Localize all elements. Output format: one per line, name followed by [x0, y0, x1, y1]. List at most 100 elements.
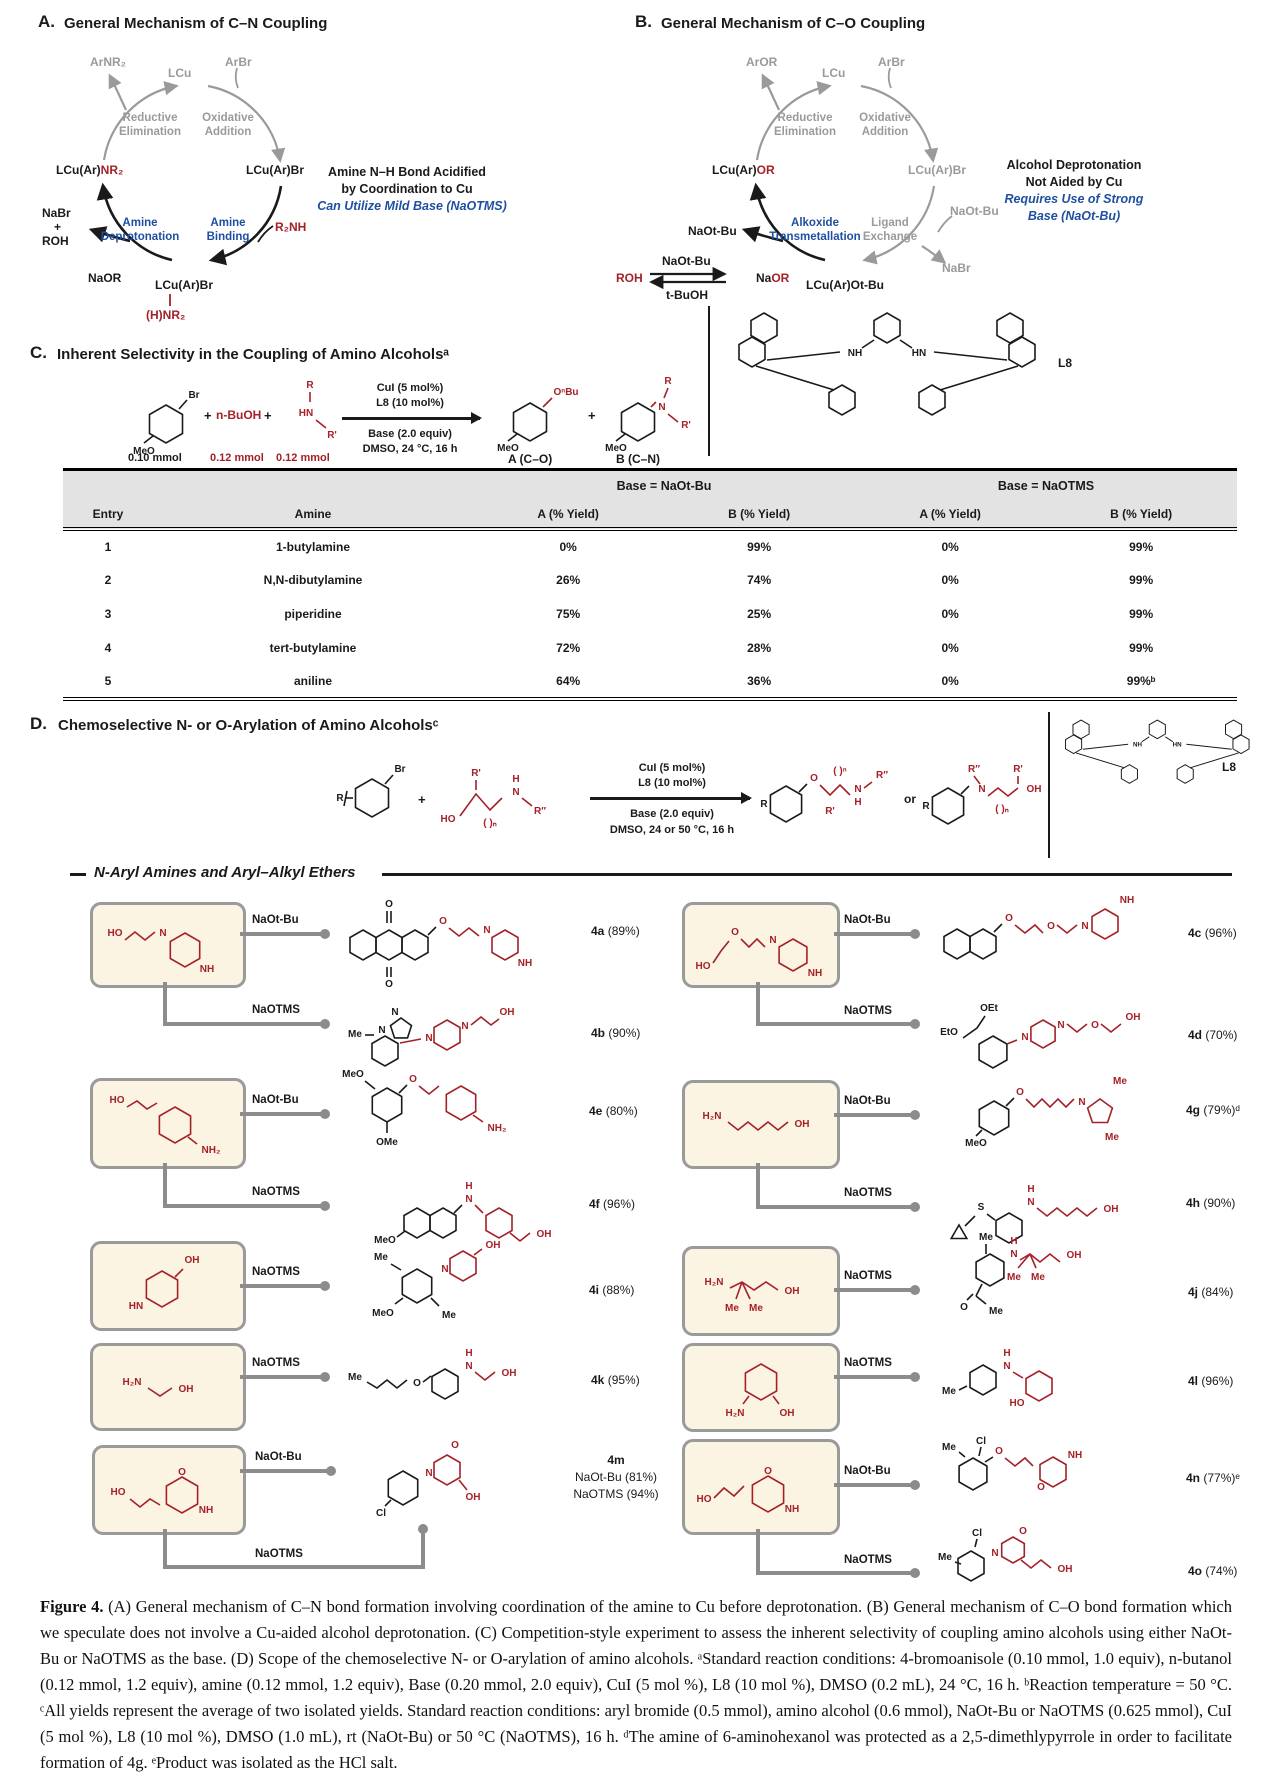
- step-amine-deprotonation: Amine Deprotonation: [100, 217, 180, 243]
- species-lcu: LCu: [168, 66, 192, 80]
- product-structure-4l: Me H N HO: [937, 1344, 1097, 1415]
- col-header-amine: Amine: [153, 501, 473, 531]
- connector-line: [163, 1565, 425, 1569]
- plus-sign: +: [204, 408, 212, 423]
- connector-line: [756, 1022, 914, 1026]
- product-structure-4i: Me MeO Me N OH: [361, 1238, 536, 1333]
- svg-text:Cl: Cl: [376, 1508, 386, 1519]
- svg-text:R″: R″: [968, 764, 980, 775]
- svg-text:N: N: [461, 1021, 468, 1032]
- product-a-label: A (C–O): [508, 452, 553, 466]
- group-header-naotbu: Base = NaOt-Bu: [616, 479, 712, 493]
- product-yield-4n: 4n (77%)ᵉ: [1186, 1471, 1240, 1485]
- product-yield-4m: 4m NaOt-Bu (81%) NaOTMS (94%): [573, 1453, 659, 1501]
- svg-text:R': R': [681, 420, 691, 431]
- product-b-structure: MeO R N R': [600, 372, 698, 457]
- step-alkoxide-transmetallation: Alkoxide Transmetallation: [769, 217, 861, 243]
- co-catalytic-cycle-arrows: [649, 67, 953, 290]
- base-label: NaOt-Bu: [252, 1094, 299, 1106]
- svg-text:O: O: [1019, 1526, 1027, 1537]
- cell-yield: 99%: [1129, 641, 1154, 655]
- product-structure-4d: OEt EtO N N O OH: [933, 998, 1148, 1083]
- svg-text:HO: HO: [697, 1494, 712, 1505]
- cell-yield: 25%: [747, 607, 772, 621]
- cell-amine: aniline: [153, 665, 473, 701]
- col-header-a-yield: A (% Yield): [854, 501, 1046, 531]
- byproduct-plus: +: [54, 220, 62, 234]
- svg-text:Me: Me: [1105, 1132, 1119, 1143]
- connector-dot: [910, 1202, 920, 1212]
- svg-text:O: O: [1005, 913, 1013, 924]
- plus-sign: +: [418, 792, 426, 807]
- svg-text:OH: OH: [179, 1384, 194, 1395]
- svg-text:O: O: [995, 1446, 1003, 1457]
- product-yield-4f: 4f (96%): [589, 1197, 636, 1211]
- product-yield-4o: 4o (74%): [1188, 1564, 1238, 1578]
- svg-text:R': R': [1013, 764, 1023, 775]
- svg-text:N: N: [854, 784, 861, 795]
- product-yield-4l: 4l (96%): [1188, 1374, 1234, 1388]
- svg-text:H₂N: H₂N: [705, 1277, 724, 1288]
- reagent-roh: ROH: [616, 271, 643, 285]
- svg-text:HN: HN: [912, 348, 926, 359]
- connector-dot: [320, 1019, 330, 1029]
- substrate-box-4j: H₂N OH Me Me: [682, 1246, 840, 1336]
- svg-text:S: S: [978, 1202, 985, 1213]
- connector-line: [240, 1375, 324, 1379]
- svg-text:OⁿBu: OⁿBu: [553, 387, 578, 398]
- svg-text:NH: NH: [1120, 895, 1134, 906]
- svg-text:O: O: [1037, 1482, 1045, 1493]
- cell-yield: 99%: [1129, 540, 1154, 554]
- table-row: 4 tert-butylamine 72% 28% 0% 99%: [63, 631, 1237, 665]
- species-arbr: ArBr: [225, 55, 252, 69]
- svg-text:H: H: [1027, 1184, 1034, 1195]
- product-structure-4e: MeO OMe O NH₂: [333, 1061, 543, 1156]
- condition-dmso: DMSO, 24 or 50 °C, 16 h: [609, 824, 735, 836]
- connector-line: [756, 982, 760, 1026]
- step-ligand-exchange: Ligand Exchange: [862, 217, 918, 243]
- svg-text:H₂N: H₂N: [703, 1111, 722, 1122]
- col-header-a-yield: A (% Yield): [473, 501, 664, 531]
- cell-yield: 99%: [1129, 607, 1154, 621]
- n-arylation-product-structure: R R″ N ( )ₙ R' OH: [922, 760, 1047, 841]
- note-alcohol-deprotonation: Alcohol Deprotonation: [1006, 158, 1142, 172]
- svg-text:Me: Me: [348, 1029, 362, 1040]
- svg-text:HO: HO: [1010, 1398, 1025, 1409]
- svg-text:N: N: [1057, 1020, 1064, 1031]
- svg-text:HN: HN: [299, 408, 313, 419]
- step-oxidative-addition: Oxidative Addition: [202, 112, 254, 138]
- svg-text:Me: Me: [749, 1303, 763, 1314]
- panel-d-title: Chemoselective N- or O-Arylation of Amin…: [58, 717, 439, 734]
- connector-line: [834, 1288, 914, 1292]
- base-label: NaOTMS: [252, 1186, 300, 1198]
- product-a-structure: OⁿBu MeO: [492, 372, 587, 457]
- substrate-structure: H₂N OH Me Me: [694, 1257, 828, 1326]
- connector-dot: [910, 1372, 920, 1382]
- connector-line: [163, 1163, 167, 1208]
- panel-c-title: Inherent Selectivity in the Coupling of …: [57, 346, 450, 363]
- amount-nbuoh: 0.12 mmol: [210, 452, 264, 464]
- svg-text:Me: Me: [1031, 1272, 1045, 1283]
- cell-amine: 1-butylamine: [275, 540, 350, 554]
- connector-line: [756, 1163, 760, 1209]
- base-label: NaOt-Bu: [255, 1451, 302, 1463]
- product-yield-4b: 4b (90%): [591, 1026, 641, 1040]
- connector-line: [163, 1022, 324, 1026]
- svg-text:O: O: [1091, 1020, 1099, 1031]
- substrate-box-4no: HO O NH: [682, 1439, 840, 1535]
- note-strong-base-1: Requires Use of Strong: [1004, 192, 1144, 206]
- svg-text:OH: OH: [1027, 784, 1042, 795]
- condition-base: Base (2.0 equiv): [368, 428, 452, 440]
- svg-text:N: N: [512, 787, 519, 798]
- connector-dot: [320, 1109, 330, 1119]
- substrate-box-4i: HN OH: [90, 1241, 246, 1331]
- connector-line: [163, 982, 167, 1026]
- connector-dot: [910, 929, 920, 939]
- o-arylation-product-structure: R O ( )ⁿ R' N H R″: [760, 760, 898, 839]
- scheme-divider: [708, 306, 710, 456]
- svg-text:R: R: [336, 793, 344, 804]
- svg-text:H: H: [854, 797, 861, 808]
- panel-a-label: A.: [38, 12, 55, 31]
- cell-yield: 26%: [556, 573, 581, 587]
- svg-text:HN: HN: [129, 1301, 143, 1312]
